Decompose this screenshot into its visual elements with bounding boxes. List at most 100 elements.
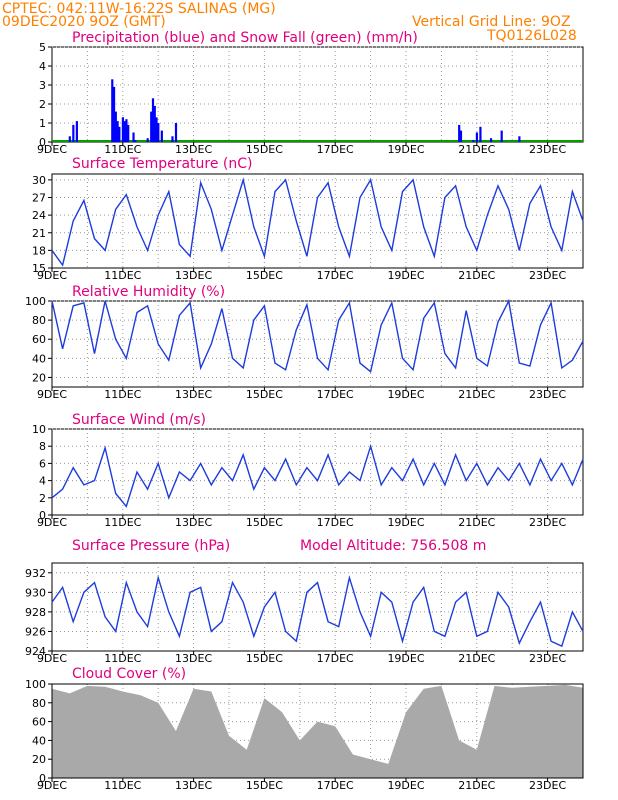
y-tick-label: 21 bbox=[32, 227, 46, 240]
x-tick-label: 11DEC bbox=[104, 779, 141, 792]
precip-bar bbox=[479, 126, 482, 142]
y-tick-label: 10 bbox=[32, 423, 46, 436]
precip-bar bbox=[150, 111, 153, 142]
precip-bar bbox=[489, 138, 493, 142]
precip-bar bbox=[116, 121, 119, 142]
x-tick-label: 17DEC bbox=[317, 269, 354, 282]
x-tick-label: 17DEC bbox=[317, 652, 354, 665]
x-tick-label: 19DEC bbox=[387, 143, 424, 156]
precip-bar bbox=[475, 132, 478, 142]
y-tick-label: 18 bbox=[32, 244, 46, 257]
panel-title: Relative Humidity (%) bbox=[72, 284, 225, 300]
x-tick-label: 15DEC bbox=[246, 516, 283, 529]
y-tick-label: 20 bbox=[32, 371, 46, 384]
y-tick-label: 4 bbox=[39, 60, 46, 73]
panel-title: Precipitation (blue) and Snow Fall (gree… bbox=[72, 30, 418, 46]
x-tick-label: 23DEC bbox=[529, 652, 566, 665]
x-tick-label: 23DEC bbox=[529, 516, 566, 529]
x-tick-label: 13DEC bbox=[175, 388, 212, 401]
x-tick-label: 9DEC bbox=[37, 269, 67, 282]
y-tick-label: 20 bbox=[32, 753, 46, 766]
y-tick-label: 15 bbox=[32, 262, 46, 275]
precip-bar bbox=[134, 140, 137, 142]
x-tick-label: 23DEC bbox=[529, 779, 566, 792]
precip-bar bbox=[155, 117, 158, 142]
x-tick-label: 13DEC bbox=[175, 143, 212, 156]
x-tick-label: 17DEC bbox=[317, 388, 354, 401]
x-tick-label: 23DEC bbox=[529, 143, 566, 156]
y-tick-label: 40 bbox=[32, 352, 46, 365]
y-tick-label: 60 bbox=[32, 333, 46, 346]
precip-bar bbox=[118, 126, 121, 142]
panel-5: 0 20 40 60 80 100 9DEC 11DEC 13DEC 15DEC 17DEC 19DE… bbox=[25, 666, 584, 792]
y-tick-label: 8 bbox=[39, 440, 46, 453]
x-tick-label: 13DEC bbox=[175, 652, 212, 665]
x-tick-label: 17DEC bbox=[317, 516, 354, 529]
x-tick-label: 11DEC bbox=[104, 269, 141, 282]
precip-bar bbox=[160, 130, 163, 142]
precip-bar bbox=[146, 138, 149, 142]
plot-frame bbox=[51, 173, 584, 269]
precip-bar bbox=[171, 136, 174, 142]
precip-bar bbox=[472, 140, 475, 142]
precip-bar bbox=[500, 130, 503, 142]
precip-bar bbox=[518, 136, 521, 142]
cloud-area bbox=[52, 684, 583, 778]
y-tick-label: 0 bbox=[39, 136, 46, 149]
y-tick-label: 60 bbox=[32, 716, 46, 729]
x-tick-label: 11DEC bbox=[104, 143, 141, 156]
x-tick-label: 15DEC bbox=[246, 652, 283, 665]
y-tick-label: 80 bbox=[32, 697, 46, 710]
x-tick-label: 15DEC bbox=[246, 143, 283, 156]
precip-bar bbox=[157, 123, 160, 142]
y-tick-label: 24 bbox=[32, 209, 46, 222]
x-tick-label: 11DEC bbox=[104, 652, 141, 665]
precip-bar bbox=[132, 132, 135, 142]
series-line bbox=[51, 574, 584, 648]
precip-bar bbox=[174, 123, 178, 142]
precip-bar bbox=[68, 136, 71, 142]
x-tick-label: 9DEC bbox=[37, 652, 67, 665]
y-tick-label: 924 bbox=[25, 645, 46, 658]
panel-1: 15 18 21 24 27 30 9DEC 11DEC 13DEC 15DEC 17DEC 19DE… bbox=[32, 156, 584, 282]
y-tick-label: 4 bbox=[39, 475, 46, 488]
x-tick-label: 9DEC bbox=[37, 388, 67, 401]
precip-bar bbox=[111, 79, 114, 142]
precip-bar bbox=[458, 124, 461, 142]
y-tick-label: 6 bbox=[39, 457, 46, 470]
y-tick-label: 928 bbox=[25, 606, 46, 619]
station-header: CPTEC: 042:11W-16:22S SALINAS (MG) bbox=[2, 1, 276, 17]
y-tick-label: 2 bbox=[39, 492, 46, 505]
x-tick-label: 19DEC bbox=[387, 516, 424, 529]
x-tick-label: 13DEC bbox=[175, 516, 212, 529]
x-tick-label: 19DEC bbox=[387, 388, 424, 401]
panel-3: 0 2 4 6 8 10 9DEC 11DEC 13DEC 15DEC 17DEC 19DEC 21DE… bbox=[32, 412, 584, 529]
x-tick-label: 21DEC bbox=[458, 388, 495, 401]
x-tick-label: 15DEC bbox=[246, 779, 283, 792]
precip-bar bbox=[112, 86, 116, 142]
x-tick-label: 21DEC bbox=[458, 516, 495, 529]
grid-note: Vertical Grid Line: 9OZ bbox=[412, 14, 571, 30]
plot-frame bbox=[51, 300, 584, 388]
panel-4: 924 926 928 930 932 9DEC 11DEC 13DEC 15DEC 17DEC 1… bbox=[25, 538, 584, 665]
precip-bar bbox=[75, 121, 78, 142]
panel-title: Surface Pressure (hPa) bbox=[72, 538, 230, 554]
plot-frame bbox=[51, 46, 584, 143]
y-tick-label: 0 bbox=[39, 509, 46, 522]
x-tick-label: 21DEC bbox=[458, 269, 495, 282]
x-tick-label: 15DEC bbox=[246, 269, 283, 282]
plot-frame-top bbox=[51, 683, 584, 779]
model-code: TQ0126L028 bbox=[486, 28, 577, 44]
x-tick-label: 19DEC bbox=[387, 652, 424, 665]
x-tick-label: 13DEC bbox=[175, 269, 212, 282]
precip-bar bbox=[459, 130, 463, 142]
y-tick-label: 932 bbox=[25, 567, 46, 580]
panel-title: Surface Temperature (nC) bbox=[72, 156, 253, 172]
panel-title: Surface Wind (m/s) bbox=[72, 412, 206, 428]
x-tick-label: 17DEC bbox=[317, 779, 354, 792]
x-tick-label: 11DEC bbox=[104, 516, 141, 529]
x-tick-label: 21DEC bbox=[458, 652, 495, 665]
y-tick-label: 926 bbox=[25, 625, 46, 638]
plot-frame bbox=[51, 428, 584, 516]
